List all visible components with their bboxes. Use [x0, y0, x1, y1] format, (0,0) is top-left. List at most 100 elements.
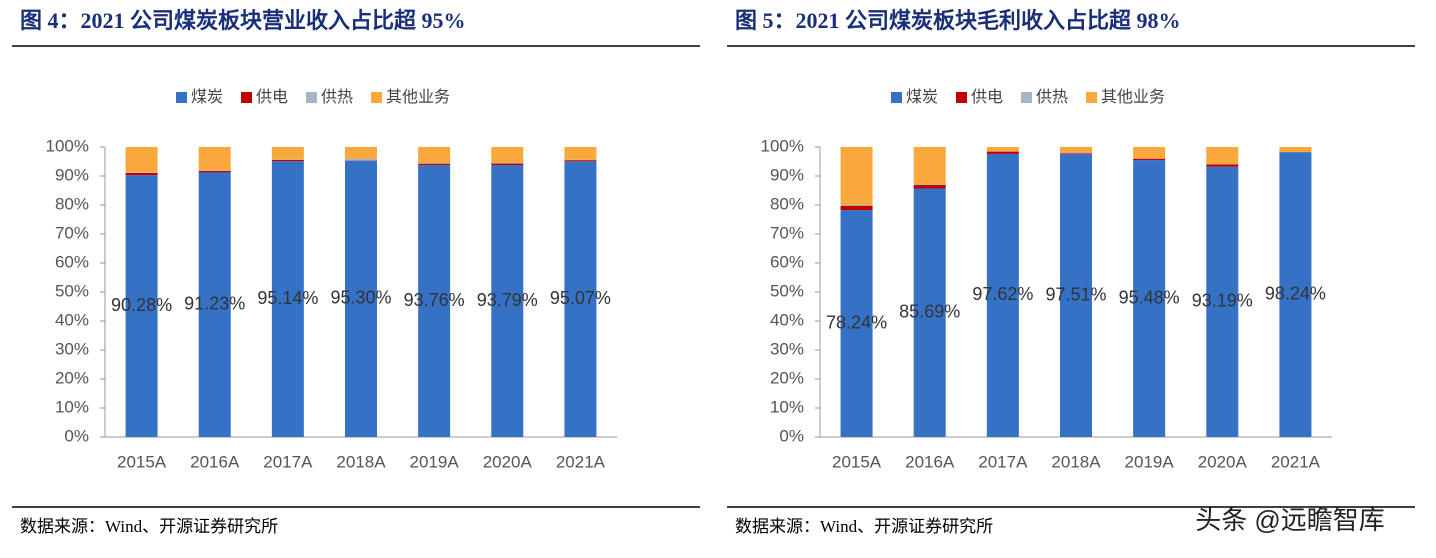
- y-tick-label: 70%: [55, 223, 89, 242]
- data-label: 97.62%: [972, 284, 1033, 304]
- x-tick-label: 2015A: [832, 452, 882, 471]
- y-tick-label: 20%: [770, 368, 804, 387]
- data-label: 93.79%: [477, 290, 538, 310]
- x-tick-label: 2020A: [1198, 452, 1248, 471]
- bar-segment: [1279, 152, 1312, 437]
- bar-segment: [491, 163, 524, 166]
- y-tick-label: 40%: [770, 310, 804, 329]
- legend-swatch: [241, 92, 253, 103]
- y-tick-label: 40%: [55, 310, 89, 329]
- bar-segment: [125, 172, 158, 176]
- x-tick-label: 2016A: [905, 452, 955, 471]
- data-label: 78.24%: [826, 312, 887, 332]
- bar-segment: [1133, 158, 1166, 161]
- bar-segment: [125, 175, 158, 438]
- legend-swatch: [371, 92, 383, 103]
- bar-segment: [125, 147, 158, 173]
- legend-swatch: [1021, 92, 1033, 103]
- x-tick-label: 2017A: [978, 452, 1028, 471]
- bar-segment: [913, 185, 946, 189]
- bar-segment: [913, 184, 946, 186]
- bar-segment: [1206, 164, 1239, 167]
- x-tick-label: 2017A: [263, 452, 313, 471]
- y-tick-label: 20%: [55, 368, 89, 387]
- y-tick-label: 80%: [55, 194, 89, 213]
- bar-segment: [1206, 147, 1239, 165]
- bar-segment: [840, 205, 873, 211]
- x-tick-label: 2019A: [1125, 452, 1175, 471]
- bar-segment: [1060, 147, 1092, 153]
- bar-segment: [418, 165, 451, 437]
- x-tick-label: 2021A: [556, 452, 606, 471]
- source: 数据来源：Wind、开源证券研究所: [735, 517, 993, 536]
- data-label: 90.28%: [111, 295, 172, 315]
- bar-segment: [491, 147, 524, 163]
- y-tick-label: 30%: [770, 339, 804, 358]
- data-label: 97.51%: [1045, 284, 1106, 304]
- y-tick-label: 100%: [46, 136, 89, 155]
- bar-segment: [418, 163, 451, 164]
- y-tick-label: 100%: [761, 136, 804, 155]
- bar-segment: [986, 147, 1019, 152]
- bar-segment: [986, 151, 1019, 154]
- y-tick-label: 90%: [55, 165, 89, 184]
- bar-segment: [1060, 153, 1092, 155]
- bar-segment: [1060, 154, 1092, 437]
- bar-segment: [1279, 147, 1312, 153]
- bar-segment: [345, 158, 377, 161]
- watermark: 头条 @远瞻智库: [1195, 505, 1385, 535]
- legend-swatch: [306, 92, 318, 103]
- x-tick-label: 2018A: [336, 452, 386, 471]
- bar-segment: [491, 165, 524, 437]
- legend-label: 供电: [971, 88, 1003, 106]
- chart-title: 图 5：2021 公司煤炭板块毛利收入占比超 98%: [735, 8, 1181, 33]
- bar-segment: [198, 170, 231, 171]
- y-tick-label: 70%: [770, 223, 804, 242]
- y-tick-label: 90%: [770, 165, 804, 184]
- bar-segment: [491, 162, 524, 164]
- x-tick-label: 2019A: [410, 452, 460, 471]
- legend-swatch: [1086, 92, 1098, 103]
- bar-segment: [840, 210, 873, 437]
- x-tick-label: 2020A: [483, 452, 533, 471]
- data-label: 95.07%: [550, 288, 611, 308]
- bar-segment: [198, 172, 231, 438]
- data-label: 91.23%: [184, 293, 245, 313]
- bar-segment: [913, 188, 946, 437]
- data-label: 93.19%: [1192, 291, 1253, 311]
- bar-segment: [271, 161, 304, 437]
- bar-segment: [345, 160, 377, 437]
- x-tick-label: 2021A: [1271, 452, 1321, 471]
- bar-segment: [1060, 152, 1092, 154]
- bar-segment: [564, 147, 597, 160]
- legend-label: 其他业务: [386, 88, 450, 106]
- data-label: 95.30%: [330, 288, 391, 308]
- bar-segment: [564, 161, 597, 437]
- y-tick-label: 10%: [55, 397, 89, 416]
- bar-segment: [345, 147, 377, 159]
- y-tick-label: 60%: [55, 252, 89, 271]
- legend-label: 煤炭: [906, 88, 938, 106]
- chart-title: 图 4：2021 公司煤炭板块营业收入占比超 95%: [20, 8, 466, 33]
- y-tick-label: 30%: [55, 339, 89, 358]
- bar-segment: [125, 172, 158, 173]
- source: 数据来源：Wind、开源证券研究所: [20, 517, 278, 536]
- y-tick-label: 60%: [770, 252, 804, 271]
- bar-segment: [986, 153, 1019, 438]
- legend-label: 其他业务: [1101, 88, 1165, 106]
- bar-segment: [840, 204, 873, 206]
- data-label: 95.48%: [1119, 287, 1180, 307]
- bar-segment: [418, 147, 451, 164]
- data-label: 93.76%: [404, 290, 465, 310]
- y-tick-label: 50%: [770, 281, 804, 300]
- y-tick-label: 0%: [64, 426, 89, 445]
- y-tick-label: 10%: [770, 397, 804, 416]
- legend-label: 供热: [1036, 88, 1068, 106]
- x-tick-label: 2016A: [190, 452, 240, 471]
- legend-swatch: [891, 92, 902, 103]
- bar-segment: [1133, 147, 1166, 159]
- legend-swatch: [176, 92, 187, 103]
- x-tick-label: 2018A: [1051, 452, 1101, 471]
- y-tick-label: 80%: [770, 194, 804, 213]
